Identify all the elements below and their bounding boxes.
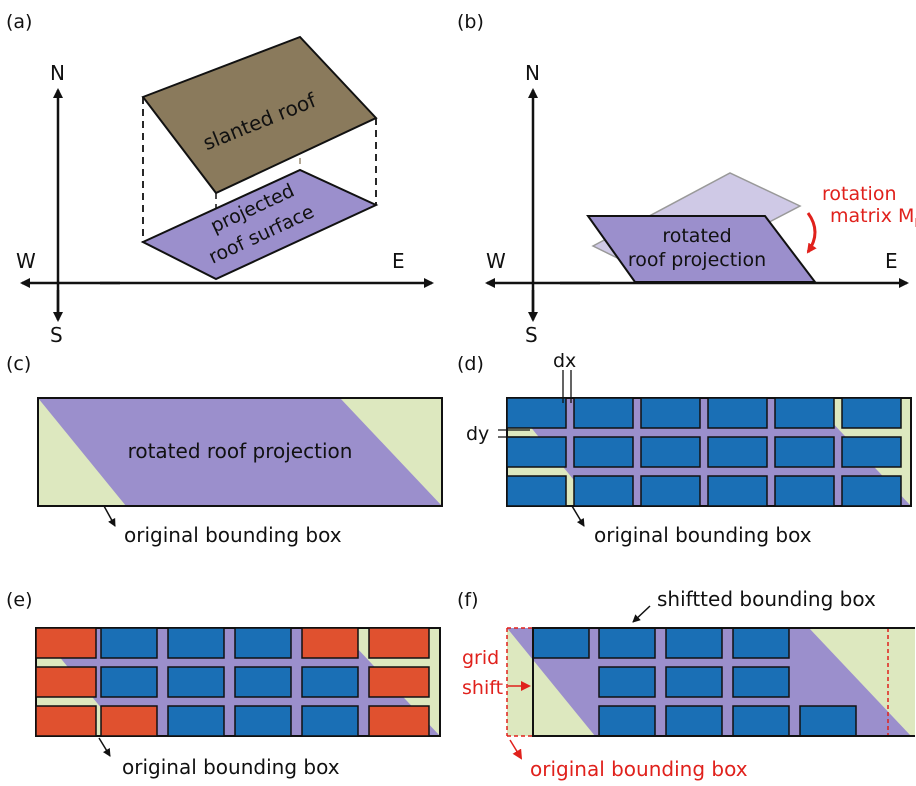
solar-panel (234, 627, 292, 659)
solar-panel (640, 475, 701, 507)
solar-panel (774, 436, 835, 468)
removed-panel (301, 627, 359, 659)
solar-panel (100, 627, 158, 659)
rotation-label-1: rotation (822, 183, 897, 205)
caption-shifted: shiftted bounding box (657, 587, 876, 611)
compass-s-b: S (525, 323, 538, 347)
compass-n: N (50, 61, 65, 85)
solar-panel (707, 397, 768, 429)
solar-panel (732, 627, 790, 659)
solar-panel (732, 705, 790, 737)
caption-arrow-d (571, 505, 585, 527)
panel-f: (f) grid shift shiftted bounding box ori… (457, 587, 915, 781)
caption-e: original bounding box (122, 755, 340, 779)
solar-panel (640, 397, 701, 429)
solar-panel (573, 475, 634, 507)
solar-panel (506, 475, 567, 507)
caption-c: original bounding box (124, 523, 342, 547)
solar-panel (841, 397, 902, 429)
caption-arrow-e (98, 737, 111, 757)
grid-shift-label-1: grid (462, 647, 499, 669)
solar-panel (707, 475, 768, 507)
solar-panel (732, 666, 790, 698)
removed-panel (368, 666, 430, 698)
roof-projection-label-c: rotated roof projection (128, 439, 353, 463)
solar-panel (573, 397, 634, 429)
solar-panel (301, 666, 359, 698)
projected-roof-surface (140, 168, 379, 281)
solar-panel (598, 627, 656, 659)
solar-panel (665, 705, 723, 737)
removed-panel (35, 666, 97, 698)
rotation-matrix-sub: R (914, 216, 916, 230)
compass-n-b: N (525, 61, 540, 85)
solar-panel (665, 627, 723, 659)
caption-d: original bounding box (594, 523, 812, 547)
solar-panel (774, 475, 835, 507)
panel-b-label: (b) (457, 11, 484, 33)
roof-projection-c (38, 398, 442, 506)
removed-panel (35, 705, 97, 737)
solar-panel (234, 666, 292, 698)
solar-panel (841, 475, 902, 507)
rotation-arrow (806, 212, 817, 254)
slanted-roof (141, 35, 378, 195)
compass-w-b: W (486, 249, 506, 273)
solar-panel (532, 627, 590, 659)
solar-panel (506, 436, 567, 468)
panel-b: (b) N S W E rotated roof projection rota… (457, 11, 916, 347)
grid-shift-label-2: shift (462, 677, 503, 699)
solar-panel (234, 705, 292, 737)
solar-panel (573, 436, 634, 468)
dx-label: dx (553, 350, 576, 372)
solar-panel (665, 666, 723, 698)
panel-a-label: (a) (6, 11, 32, 33)
solar-panel (167, 627, 225, 659)
panel-e-label: (e) (6, 589, 33, 611)
compass-e-b: E (885, 249, 898, 273)
solar-panel (598, 705, 656, 737)
solar-panel (301, 705, 359, 737)
removed-panel (35, 627, 97, 659)
panel-c: (c) rotated roof projection original bou… (6, 353, 443, 547)
panel-e: (e) original bounding box (6, 589, 441, 779)
rotated-label-2: roof projection (628, 249, 766, 271)
rotation-matrix-text: matrix M (830, 205, 914, 227)
solar-panel (506, 397, 567, 429)
removed-panel (368, 705, 430, 737)
panel-c-label: (c) (6, 353, 31, 375)
compass-s: S (50, 323, 63, 347)
removed-panel (100, 705, 158, 737)
solar-panel (774, 397, 835, 429)
caption-arrow-c (103, 505, 116, 527)
dy-label: dy (466, 423, 489, 445)
solar-panel (707, 436, 768, 468)
panel-d-label: (d) (457, 353, 484, 375)
compass-w: W (16, 249, 36, 273)
caption-f: original bounding box (530, 757, 748, 781)
solar-panel (640, 436, 701, 468)
solar-panel (167, 705, 225, 737)
solar-panel (100, 666, 158, 698)
shifted-arrow (632, 605, 651, 623)
panel-f-label: (f) (457, 589, 479, 611)
solar-panel (167, 666, 225, 698)
solar-panel (799, 705, 857, 737)
solar-panel (841, 436, 902, 468)
panel-d: (d) dx dy original bounding box (457, 350, 912, 547)
rotated-label-1: rotated (662, 225, 731, 247)
caption-arrow-f (509, 739, 523, 760)
bounding-box-outline-c (37, 397, 443, 507)
solar-panel (598, 666, 656, 698)
rotation-label-2: matrix MR (830, 205, 916, 230)
rotated-roof-projection (586, 215, 818, 283)
shifted-box-outline (532, 627, 915, 737)
panel-grid-d (506, 397, 902, 507)
compass-e: E (392, 249, 405, 273)
panel-a: (a) N S W E projected roof surface slant… (6, 11, 434, 347)
removed-panel (368, 627, 430, 659)
panel-grid-e (35, 627, 430, 737)
